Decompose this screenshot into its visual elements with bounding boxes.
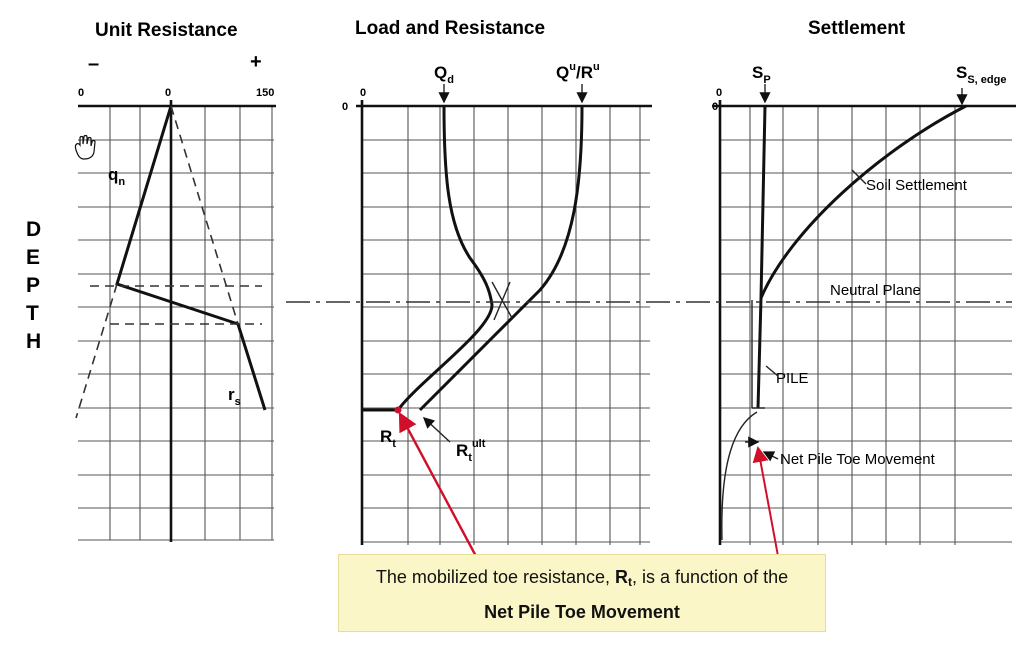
depth-letter-t: T (26, 302, 39, 325)
rt-ult-label: Rtult (456, 438, 486, 464)
depth-letter-e: E (26, 246, 40, 269)
qd-load-curve (396, 105, 494, 411)
net-toe-leader (762, 451, 779, 462)
settle-tick-zero: 0 (716, 87, 722, 99)
load-tick-zero: 0 (360, 87, 366, 99)
unit-dashed-lower (75, 283, 118, 419)
qu-ru-label: Qu/Ru (556, 61, 600, 82)
soil-settlement-leader (851, 169, 867, 185)
red-arrow-toe-movement (752, 446, 779, 557)
depth-letter-d: D (26, 218, 41, 241)
settlement-panel: Settlement 0 0 SP SS, edge (712, 18, 1016, 545)
settlement-title: Settlement (808, 18, 906, 39)
qn-label: qn (108, 165, 125, 188)
load-resistance-grid (362, 106, 650, 545)
settlement-grid (720, 106, 1012, 545)
qd-label: Qd (434, 63, 454, 86)
soil-settlement-curve (759, 104, 967, 299)
unit-resistance-title: Unit Resistance (95, 20, 238, 41)
load-resistance-panel: Load and Resistance 0 0 Qd Qu/Ru (342, 18, 652, 545)
rt-point (394, 406, 402, 414)
rt-label: Rt (380, 427, 396, 450)
ss-edge-label: SS, edge (956, 63, 1006, 86)
depth-letter-h: H (26, 330, 41, 353)
callout-line2: Net Pile Toe Movement (484, 602, 680, 622)
unit-tick-right: 150 (256, 87, 274, 99)
neutral-plane-label: Neutral Plane (830, 282, 921, 299)
sp-label: SP (752, 63, 771, 86)
plus-sign: + (250, 51, 262, 73)
unit-tick-left: 0 (78, 87, 84, 99)
depth-letter-p: P (26, 274, 40, 297)
soil-below-toe-curve (721, 411, 758, 541)
callout-line1: The mobilized toe resistance, Rt, is a f… (375, 567, 789, 589)
resistance-curve (418, 105, 584, 412)
unit-resistance-curve (115, 105, 267, 411)
unit-resistance-panel: Unit Resistance – + 0 0 150 (74, 20, 276, 542)
unit-tick-center: 0 (165, 87, 171, 99)
rt-ult-pointer (422, 417, 451, 443)
load-resistance-title: Load and Resistance (355, 18, 545, 39)
pile-leader (765, 365, 779, 377)
pile-settlement-line (756, 105, 767, 409)
neutral-intersection-marks (491, 281, 513, 321)
pile-outline (751, 300, 765, 409)
unit-dashed-upper (170, 105, 239, 325)
rs-label: rs (228, 385, 241, 408)
red-arrow-rt (398, 411, 480, 561)
pile-label: PILE (776, 370, 809, 387)
explanation-callout: The mobilized toe resistance, Rt, is a f… (338, 554, 826, 632)
soil-settlement-label: Soil Settlement (866, 177, 968, 194)
net-toe-movement-label: Net Pile Toe Movement (780, 451, 936, 468)
load-depth-zero: 0 (342, 101, 348, 113)
hand-icon (74, 134, 96, 160)
minus-sign: – (88, 53, 99, 75)
depth-axis-label: D E P T H (26, 218, 41, 353)
